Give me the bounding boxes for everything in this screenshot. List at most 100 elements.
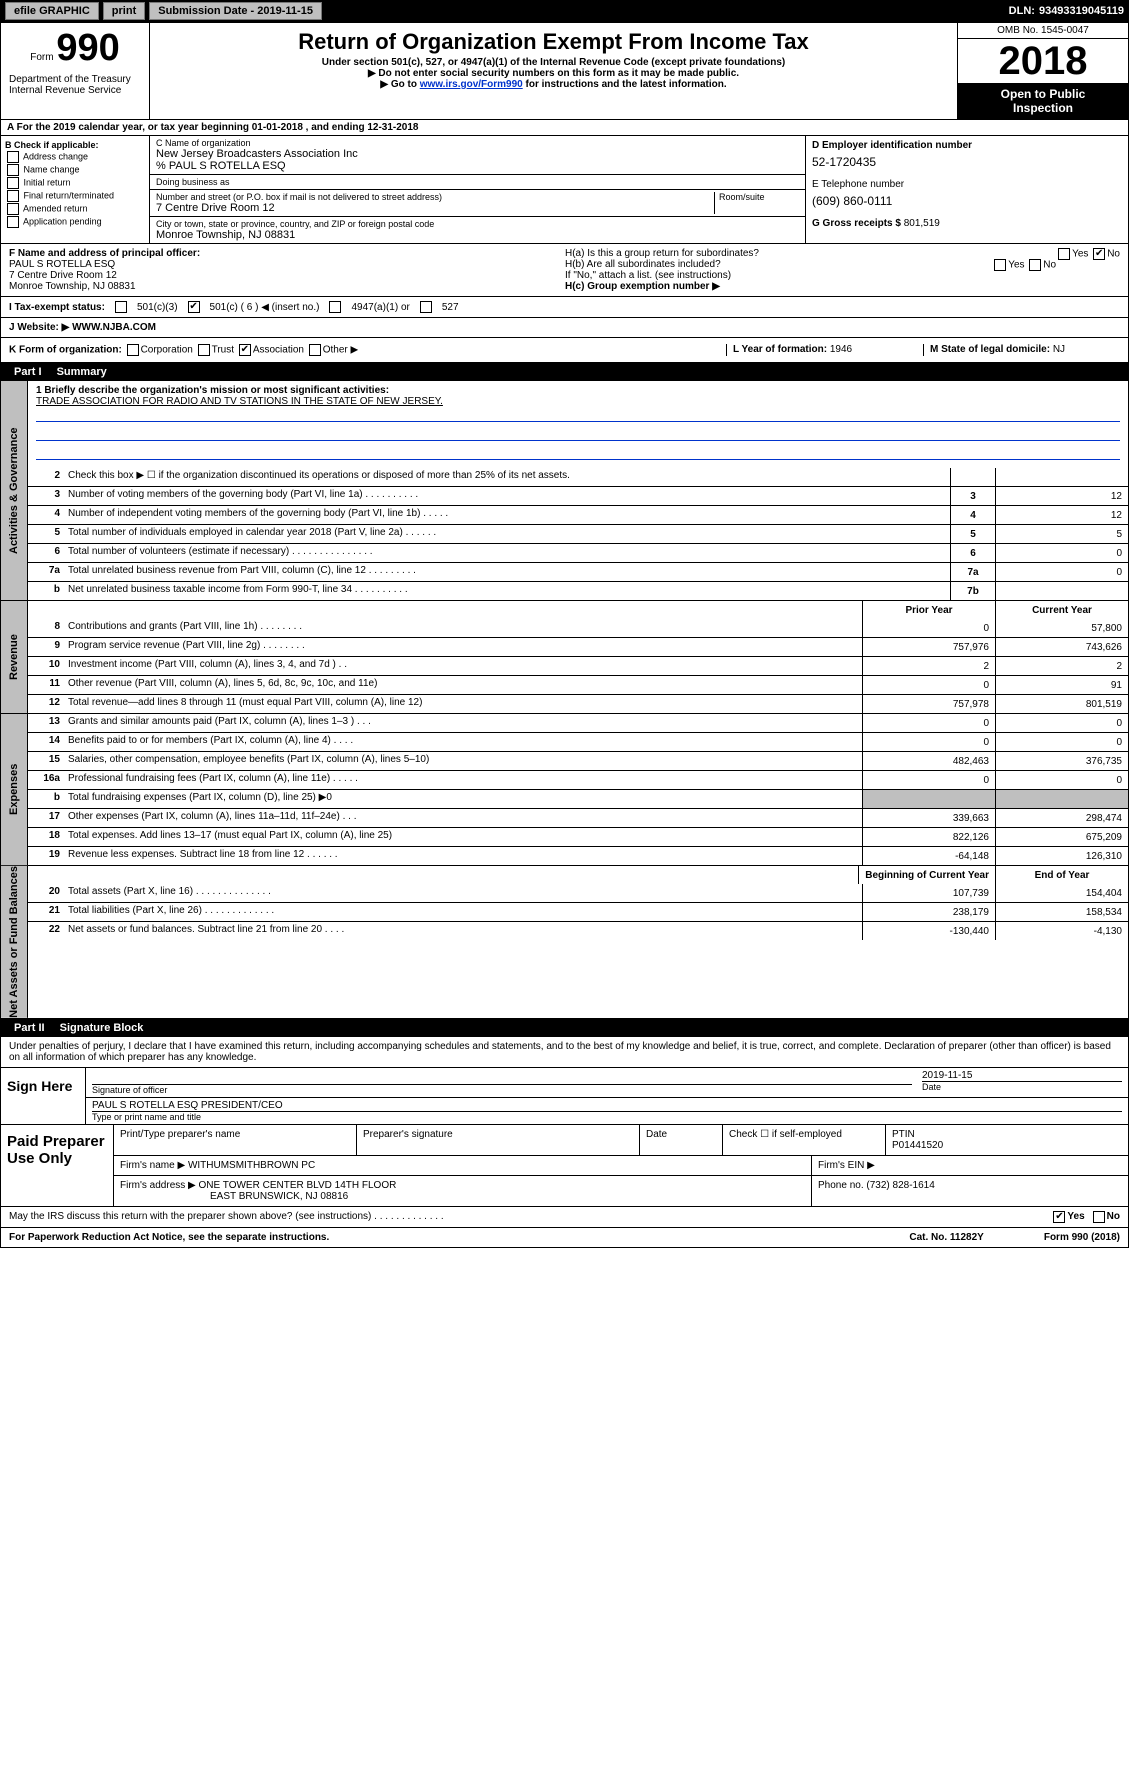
line-num: b <box>28 790 64 808</box>
row-klm: K Form of organization: Corporation Trus… <box>0 338 1129 363</box>
k-other[interactable] <box>309 344 321 356</box>
table-row: 21 Total liabilities (Part X, line 26) .… <box>28 902 1128 921</box>
form990-link[interactable]: www.irs.gov/Form990 <box>420 79 523 90</box>
line-num: 14 <box>28 733 64 751</box>
table-row: 15 Salaries, other compensation, employe… <box>28 751 1128 770</box>
line-box: 7b <box>950 582 995 600</box>
cell-current: 126,310 <box>995 847 1128 865</box>
hdr-end: End of Year <box>995 866 1128 884</box>
submission-date-button[interactable]: Submission Date - 2019-11-15 <box>149 2 322 20</box>
hb-label: H(b) Are all subordinates included? <box>565 259 721 270</box>
line-num: 19 <box>28 847 64 865</box>
efile-graphic-button[interactable]: efile GRAPHIC <box>5 2 99 20</box>
line-value: 0 <box>995 563 1128 581</box>
phone-value: (609) 860-0111 <box>812 194 1122 208</box>
sub-date-label: Submission Date - <box>158 5 254 17</box>
sec-a-mid: , and ending <box>306 122 368 133</box>
i-501c[interactable] <box>188 301 200 313</box>
i-501c3[interactable] <box>115 301 127 313</box>
k-assoc[interactable] <box>239 344 251 356</box>
cell-prior: 339,663 <box>862 809 995 827</box>
paid-preparer-label: Paid Preparer Use Only <box>1 1125 114 1206</box>
table-row: 20 Total assets (Part X, line 16) . . . … <box>28 884 1128 902</box>
footer-right: Form 990 (2018) <box>1044 1232 1120 1243</box>
addr-label: Number and street (or P.O. box if mail i… <box>156 192 442 202</box>
print-button[interactable]: print <box>103 2 145 20</box>
line-num: 7a <box>28 563 64 581</box>
line-value <box>995 468 1128 486</box>
k-label: K Form of organization: <box>9 345 122 356</box>
ha-no[interactable] <box>1093 248 1105 260</box>
k-corp[interactable] <box>127 344 139 356</box>
sig-date-label: Date <box>922 1081 1122 1092</box>
line-text: Total number of individuals employed in … <box>64 525 950 543</box>
line-num: 15 <box>28 752 64 770</box>
line-box: 5 <box>950 525 995 543</box>
row-i: I Tax-exempt status: 501(c)(3) 501(c) ( … <box>0 297 1129 318</box>
firm-name-label: Firm's name ▶ <box>120 1160 185 1171</box>
mission-label: 1 Briefly describe the organization's mi… <box>36 385 389 396</box>
chk-final-return[interactable]: Final return/terminated <box>5 190 145 202</box>
line-num: 6 <box>28 544 64 562</box>
line-text: Program service revenue (Part VIII, line… <box>64 638 862 656</box>
org-name: New Jersey Broadcasters Association Inc <box>156 148 799 160</box>
sec-a-end: 12-31-2018 <box>367 122 418 133</box>
line-text: Contributions and grants (Part VIII, lin… <box>64 619 862 637</box>
chk-application[interactable]: Application pending <box>5 216 145 228</box>
l-label: L Year of formation: <box>733 344 827 355</box>
line-num: 5 <box>28 525 64 543</box>
form-title: Return of Organization Exempt From Incom… <box>158 29 949 55</box>
open-public-1: Open to Public <box>960 87 1126 101</box>
line-text: Total fundraising expenses (Part IX, col… <box>64 790 862 808</box>
cell-current: 91 <box>995 676 1128 694</box>
cell-current: 154,404 <box>995 884 1128 902</box>
line-num: 12 <box>28 695 64 713</box>
side-revenue: Revenue <box>1 601 28 713</box>
discuss-yes[interactable] <box>1053 1211 1065 1223</box>
chk-initial-return[interactable]: Initial return <box>5 177 145 189</box>
firm-ein-label: Firm's EIN ▶ <box>812 1156 1128 1175</box>
discuss-text: May the IRS discuss this return with the… <box>9 1211 444 1223</box>
i-4947[interactable] <box>329 301 341 313</box>
l-value: 1946 <box>830 344 852 355</box>
line-box: 6 <box>950 544 995 562</box>
hb-no[interactable] <box>1029 259 1041 271</box>
line-num: 3 <box>28 487 64 505</box>
part2-header: Part II Signature Block <box>0 1019 1129 1037</box>
cell-prior: 0 <box>862 619 995 637</box>
line-value: 12 <box>995 506 1128 524</box>
cell-current: 0 <box>995 733 1128 751</box>
firm-addr2: EAST BRUNSWICK, NJ 08816 <box>210 1191 348 1202</box>
table-row: 3 Number of voting members of the govern… <box>28 486 1128 505</box>
cell-current: 743,626 <box>995 638 1128 656</box>
row-j: J Website: ▶ WWW.NJBA.COM <box>0 318 1129 338</box>
chk-address-change[interactable]: Address change <box>5 151 145 163</box>
hdr-begin: Beginning of Current Year <box>858 866 995 884</box>
table-row: 17 Other expenses (Part IX, column (A), … <box>28 808 1128 827</box>
discuss-no[interactable] <box>1093 1211 1105 1223</box>
line-text: Check this box ▶ ☐ if the organization d… <box>64 468 950 486</box>
hb-yes[interactable] <box>994 259 1006 271</box>
dba-label: Doing business as <box>156 177 230 187</box>
cell-prior: 0 <box>862 676 995 694</box>
k-trust[interactable] <box>198 344 210 356</box>
ha-yes[interactable] <box>1058 248 1070 260</box>
dept-treasury: Department of the Treasury <box>9 74 141 85</box>
line-text: Investment income (Part VIII, column (A)… <box>64 657 862 675</box>
dept-irs: Internal Revenue Service <box>9 85 141 96</box>
summary-table: Activities & Governance 1 Briefly descri… <box>0 381 1129 1019</box>
chk-name-change[interactable]: Name change <box>5 164 145 176</box>
cell-prior: 757,978 <box>862 695 995 713</box>
j-label: J Website: ▶ <box>9 322 69 333</box>
i-527[interactable] <box>420 301 432 313</box>
side-net-assets: Net Assets or Fund Balances <box>1 866 28 1018</box>
hdr-prior: Prior Year <box>862 601 995 619</box>
line-box: 3 <box>950 487 995 505</box>
officer-addr2: Monroe Township, NJ 08831 <box>9 281 136 292</box>
line-text: Grants and similar amounts paid (Part IX… <box>64 714 862 732</box>
table-row: 14 Benefits paid to or for members (Part… <box>28 732 1128 751</box>
sign-here-label: Sign Here <box>1 1068 86 1124</box>
line-text: Net unrelated business taxable income fr… <box>64 582 950 600</box>
chk-amended[interactable]: Amended return <box>5 203 145 215</box>
mission-text: TRADE ASSOCIATION FOR RADIO AND TV STATI… <box>36 396 443 407</box>
